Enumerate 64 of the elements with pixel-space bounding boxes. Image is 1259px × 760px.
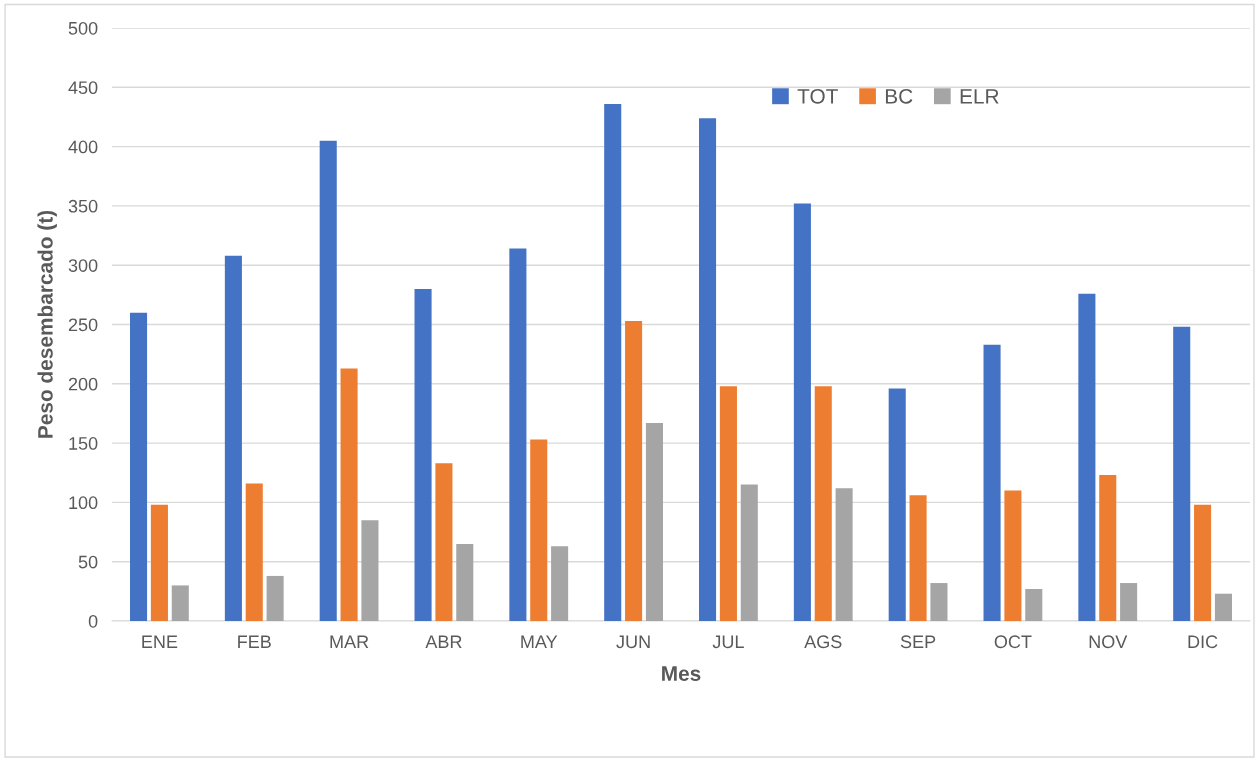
bar (530, 439, 548, 621)
y-tick-label: 350 (68, 199, 98, 213)
x-tick-label: OCT (994, 635, 1032, 649)
x-tick-label: JUL (712, 635, 744, 649)
x-tick-label: FEB (238, 635, 271, 648)
y-tick-label: 50 (78, 555, 98, 569)
x-tick-label: NOV (1089, 635, 1128, 649)
y-tick-label: 0 (88, 614, 98, 628)
bar (604, 103, 622, 621)
bar (1025, 588, 1043, 621)
legend-label: BC (885, 88, 913, 104)
bar (319, 140, 337, 621)
bar (814, 386, 832, 621)
y-tick-label: 500 (68, 21, 98, 35)
bar (645, 422, 663, 621)
bar (245, 483, 263, 621)
y-tick-label: 100 (69, 496, 98, 510)
bar (835, 488, 853, 621)
x-axis-title: Mes (662, 666, 701, 681)
y-tick-label: 400 (68, 140, 98, 154)
bar (150, 504, 168, 621)
x-tick-label: DIC (1188, 635, 1218, 649)
bar (888, 388, 906, 621)
x-tick-label: MAY (521, 635, 558, 648)
x-tick-label: MAR (330, 635, 369, 648)
x-tick-label: JUN (616, 635, 650, 649)
y-axis-title: Peso desembarcado (t) (37, 210, 57, 438)
bar (1173, 326, 1191, 621)
x-tick-label: AGS (804, 635, 842, 649)
bar (361, 520, 379, 621)
y-tick-label: 200 (68, 377, 98, 391)
bar (719, 386, 737, 621)
y-tick-label: 450 (68, 81, 98, 95)
bar (930, 583, 948, 621)
bar (414, 288, 432, 621)
bar (909, 495, 927, 621)
bar (740, 484, 758, 621)
x-tick-label: ABR (425, 635, 462, 648)
bar (340, 368, 358, 621)
bar (130, 312, 148, 621)
bar (1004, 490, 1022, 621)
y-tick-label: 300 (68, 259, 98, 272)
legend-label: TOT (797, 88, 838, 104)
bar (435, 463, 453, 621)
y-tick-label: 250 (68, 318, 98, 332)
bar (551, 546, 569, 621)
x-tick-label: ENE (142, 635, 178, 648)
bar (1214, 593, 1232, 621)
bar (266, 575, 284, 621)
bar (456, 543, 474, 621)
bar (983, 344, 1001, 621)
x-tick-label: SEP (900, 635, 936, 649)
bar (793, 203, 811, 621)
bar (1078, 293, 1096, 621)
bar (699, 118, 717, 621)
bar (1099, 475, 1117, 621)
legend-label: ELR (960, 89, 999, 104)
bar (625, 320, 643, 621)
y-tick-label: 150 (69, 437, 98, 450)
bar (509, 248, 527, 621)
bar (171, 585, 189, 621)
bar (1120, 583, 1138, 621)
bar (1194, 504, 1212, 621)
bar (224, 255, 242, 621)
